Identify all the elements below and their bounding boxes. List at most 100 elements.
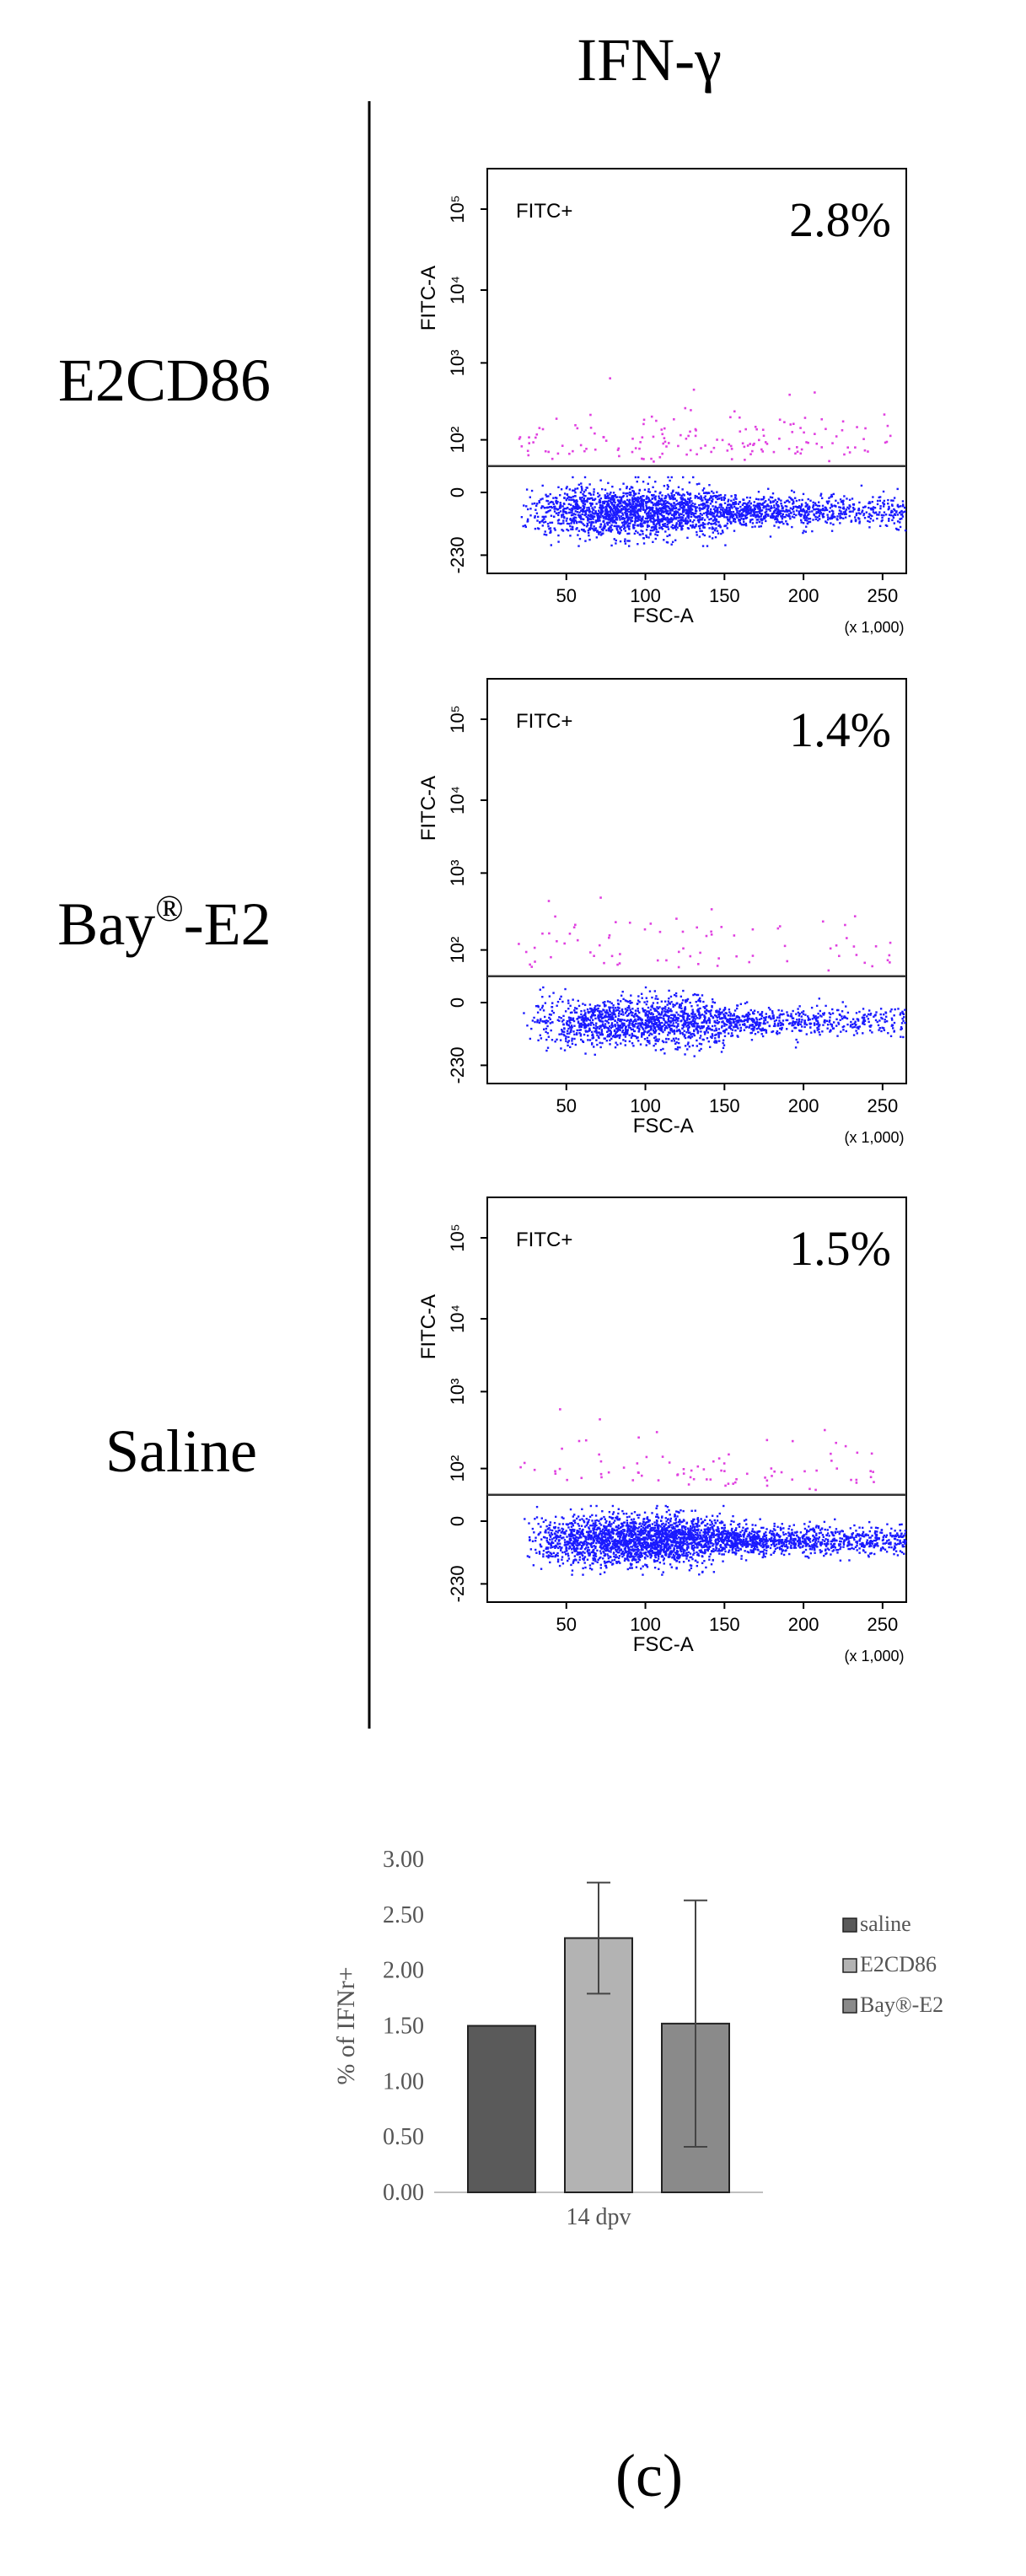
event-negative <box>894 513 896 515</box>
event-negative <box>712 1016 714 1019</box>
event-positive <box>803 431 805 434</box>
event-positive <box>618 454 620 458</box>
event-negative <box>620 1042 622 1045</box>
event-negative <box>778 1014 781 1017</box>
event-negative <box>578 1552 581 1556</box>
event-negative <box>663 510 666 513</box>
event-negative <box>602 1024 604 1027</box>
event-negative <box>739 505 742 508</box>
event-negative <box>674 1021 678 1024</box>
event-negative <box>645 1003 648 1006</box>
event-negative <box>813 1030 816 1032</box>
event-negative <box>595 1022 598 1024</box>
event-negative <box>596 1043 599 1046</box>
event-negative <box>858 522 861 524</box>
event-negative <box>597 1007 599 1010</box>
event-positive <box>828 460 830 463</box>
event-negative <box>679 519 681 522</box>
event-negative <box>591 1042 594 1045</box>
event-negative <box>735 497 738 500</box>
event-positive <box>862 438 865 440</box>
event-negative <box>660 1542 663 1546</box>
event-negative <box>634 505 637 508</box>
event-negative <box>551 521 554 524</box>
event-negative <box>658 524 661 527</box>
event-negative <box>654 504 657 507</box>
event-negative <box>633 500 636 503</box>
event-positive <box>574 424 577 427</box>
event-negative <box>878 1029 880 1031</box>
event-negative <box>628 1515 631 1518</box>
event-negative <box>562 515 566 519</box>
event-negative <box>698 507 701 510</box>
event-negative <box>704 497 707 501</box>
event-negative <box>816 1026 819 1030</box>
event-negative <box>610 1002 613 1005</box>
event-negative <box>545 1547 547 1551</box>
event-negative <box>838 509 841 512</box>
event-negative <box>846 497 848 500</box>
event-negative <box>523 504 525 507</box>
event-negative <box>577 545 580 547</box>
event-negative <box>679 505 681 508</box>
event-negative <box>646 517 649 520</box>
event-negative <box>868 515 871 519</box>
event-positive <box>760 448 763 451</box>
event-negative <box>702 492 706 494</box>
event-positive <box>653 460 655 463</box>
event-negative <box>658 1023 661 1026</box>
event-negative <box>687 1024 690 1026</box>
event-negative <box>616 524 619 528</box>
event-negative <box>808 506 811 508</box>
event-negative <box>628 1022 631 1024</box>
event-negative <box>604 1019 607 1022</box>
x-tick-label: 250 <box>868 585 899 606</box>
event-negative <box>711 1006 713 1008</box>
event-negative <box>789 1014 792 1018</box>
event-negative <box>760 1017 763 1020</box>
event-negative <box>647 497 651 501</box>
x-tick-label: 50 <box>556 1614 577 1635</box>
event-negative <box>733 1520 735 1523</box>
event-negative <box>645 529 648 531</box>
event-negative <box>813 1535 816 1539</box>
event-negative <box>615 518 617 521</box>
event-negative <box>729 522 733 524</box>
event-negative <box>620 499 623 502</box>
event-negative <box>611 495 615 497</box>
event-negative <box>620 1023 624 1025</box>
event-negative <box>885 1019 889 1023</box>
event-negative <box>681 517 685 519</box>
event-negative <box>728 1011 731 1014</box>
event-negative <box>901 1017 904 1020</box>
event-negative <box>599 1019 602 1022</box>
event-negative <box>739 1030 742 1032</box>
event-negative <box>538 501 541 504</box>
event-negative <box>691 512 695 514</box>
event-negative <box>545 511 549 514</box>
event-negative <box>659 520 662 523</box>
event-negative <box>792 498 794 501</box>
event-negative <box>648 476 651 479</box>
event-negative <box>632 524 635 527</box>
event-negative <box>727 500 729 503</box>
event-negative <box>732 510 735 514</box>
event-negative <box>717 1035 720 1037</box>
event-negative <box>647 488 650 491</box>
event-negative <box>842 508 846 510</box>
event-negative <box>701 1026 704 1030</box>
event-negative <box>684 502 686 504</box>
event-negative <box>896 503 900 507</box>
event-negative <box>670 1029 673 1031</box>
event-negative <box>854 519 857 521</box>
event-negative <box>653 1031 657 1034</box>
event-negative <box>902 511 905 514</box>
event-negative <box>627 527 631 530</box>
event-negative <box>883 511 886 514</box>
event-negative <box>710 1009 712 1012</box>
event-negative <box>589 1024 592 1026</box>
event-negative <box>607 510 610 513</box>
event-negative <box>882 505 885 508</box>
event-negative <box>609 525 611 528</box>
event-negative <box>698 535 701 538</box>
